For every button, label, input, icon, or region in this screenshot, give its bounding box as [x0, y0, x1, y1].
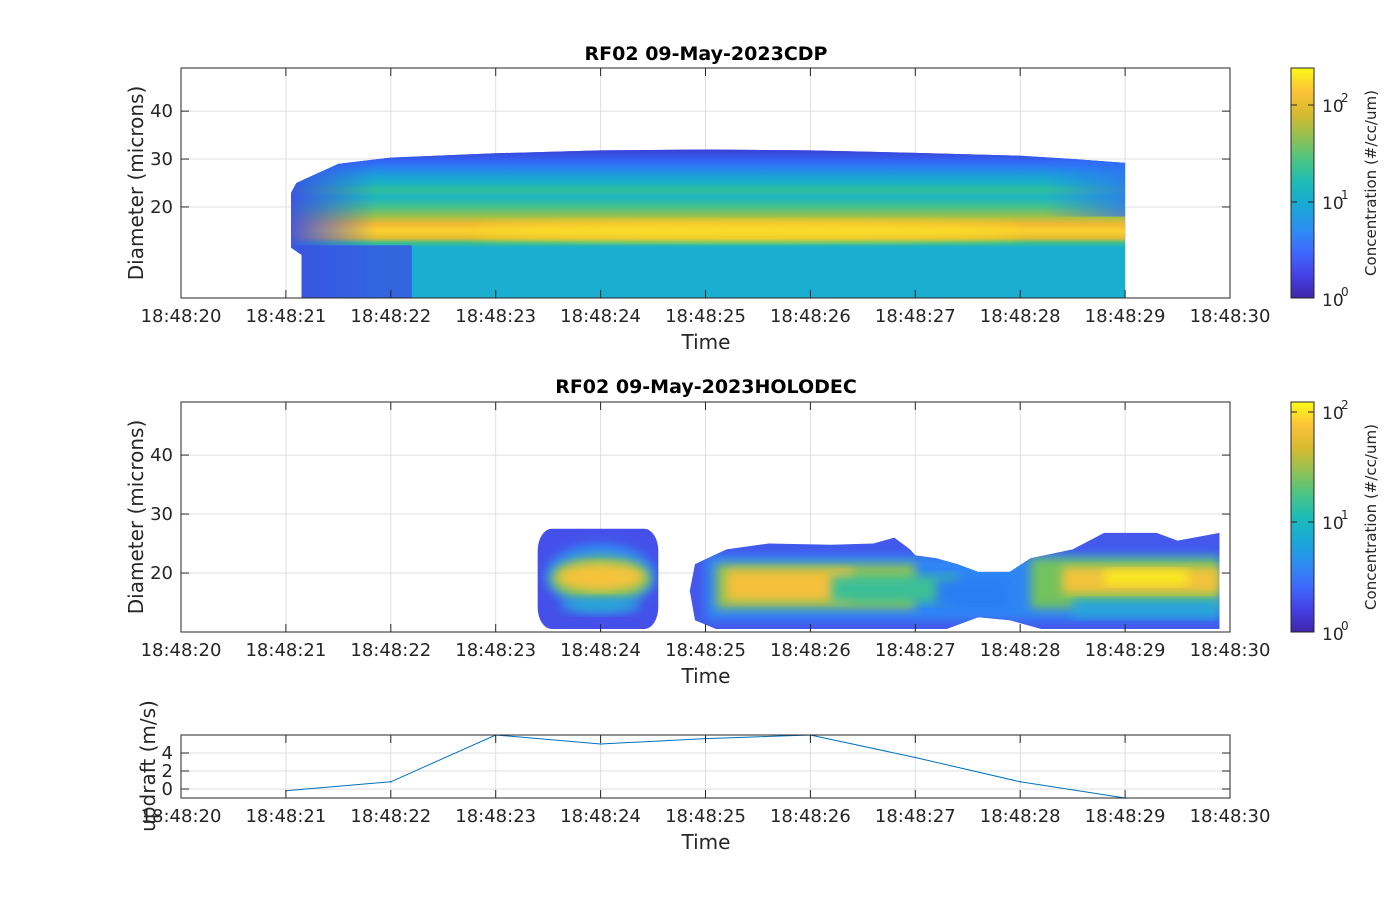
cdp-colorbar-tick-1e0: 100 — [1322, 285, 1349, 311]
x-tick-label: 18:48:20 — [141, 306, 222, 327]
holodec-x-axis-label: Time — [681, 664, 731, 688]
cdp-colorbar: 100 101 102 Concentration (#/cc/um) — [1290, 67, 1380, 311]
updraft-y-ticks: 024 — [162, 743, 1230, 800]
x-tick-label: 18:48:29 — [1085, 306, 1166, 327]
x-tick-label: 18:48:26 — [770, 306, 851, 327]
x-tick-label: 18:48:21 — [245, 306, 326, 327]
cdp-y-ticks: 20 30 40 — [150, 101, 1230, 218]
x-tick-label: 18:48:24 — [560, 640, 641, 661]
svg-text:2: 2 — [1341, 91, 1349, 105]
x-tick-label: 18:48:29 — [1085, 806, 1166, 827]
x-tick-label: 18:48:30 — [1190, 640, 1271, 661]
updraft-point — [390, 781, 392, 783]
holodec-colorbar-tick-1e1: 101 — [1322, 508, 1349, 534]
x-tick-label: 18:48:23 — [455, 306, 536, 327]
x-tick-label: 18:48:25 — [665, 306, 746, 327]
svg-text:10: 10 — [1322, 97, 1344, 117]
cdp-heatmap — [291, 149, 1126, 298]
holodec-colorbar-bar — [1290, 401, 1315, 633]
x-tick-label: 18:48:21 — [245, 640, 326, 661]
holodec-panel: RF02 09-May-2023HOLODEC 18:48:20 18:48:21… — [124, 376, 1380, 688]
x-tick-label: 18:48:27 — [875, 806, 956, 827]
x-tick-label: 18:48:28 — [980, 306, 1061, 327]
holodec-region-2 — [689, 532, 1220, 630]
x-tick-label: 18:48:27 — [875, 640, 956, 661]
cdp-colorbar-tick-1e2: 102 — [1322, 91, 1349, 117]
svg-text:10: 10 — [1322, 194, 1344, 214]
svg-text:0: 0 — [1341, 285, 1349, 299]
cdp-colorbar-label: Concentration (#/cc/um) — [1362, 90, 1380, 276]
x-tick-label: 18:48:23 — [455, 806, 536, 827]
holodec-colorbar: 100 101 102 Concentration (#/cc/um) — [1290, 398, 1380, 645]
svg-text:10: 10 — [1322, 625, 1344, 645]
x-tick-label: 18:48:26 — [770, 640, 851, 661]
x-tick-label: 18:48:30 — [1190, 306, 1271, 327]
x-tick-label: 18:48:24 — [560, 306, 641, 327]
x-tick-label: 18:48:22 — [350, 306, 431, 327]
cdp-y-axis-label: Diameter (microns) — [124, 86, 148, 280]
x-tick-label: 18:48:29 — [1085, 640, 1166, 661]
x-tick-label: 18:48:24 — [560, 806, 641, 827]
holodec-colorbar-label: Concentration (#/cc/um) — [1362, 424, 1380, 610]
updraft-point — [599, 743, 602, 745]
x-tick-label: 18:48:30 — [1190, 806, 1271, 827]
svg-text:10: 10 — [1322, 291, 1344, 311]
y-tick-label: 20 — [150, 197, 173, 218]
y-tick-label: 4 — [162, 743, 173, 764]
cdp-x-axis-label: Time — [681, 330, 731, 354]
svg-text:10: 10 — [1322, 404, 1344, 424]
svg-text:1: 1 — [1341, 188, 1349, 202]
holodec-y-axis-label: Diameter (microns) — [124, 420, 148, 614]
x-tick-label: 18:48:28 — [980, 806, 1061, 827]
y-tick-label: 40 — [150, 101, 173, 122]
x-tick-label: 18:48:23 — [455, 640, 536, 661]
y-tick-label: 0 — [162, 779, 173, 800]
updraft-x-axis-label: Time — [681, 830, 731, 854]
x-tick-label: 18:48:22 — [350, 640, 431, 661]
svg-text:10: 10 — [1322, 514, 1344, 534]
x-tick-label: 18:48:21 — [245, 806, 326, 827]
x-tick-label: 18:48:22 — [350, 806, 431, 827]
updraft-y-axis-label: updraft (m/s) — [136, 700, 160, 832]
y-tick-label: 20 — [150, 563, 173, 584]
svg-text:2: 2 — [1341, 398, 1349, 412]
x-tick-label: 18:48:25 — [665, 640, 746, 661]
holodec-heatmap — [537, 528, 1220, 630]
holodec-x-ticks: 18:48:20 18:48:21 18:48:22 18:48:23 18:48:24… — [141, 402, 1271, 661]
y-tick-label: 30 — [150, 504, 173, 525]
updraft-x-ticks: 18:48:20 18:48:21 18:48:22 18:48:23 18:48:24… — [141, 735, 1271, 827]
updraft-point — [1019, 781, 1021, 783]
holodec-y-ticks: 20 30 40 — [150, 445, 1230, 584]
svg-text:0: 0 — [1341, 619, 1349, 633]
y-tick-label: 40 — [150, 445, 173, 466]
updraft-point — [914, 756, 917, 759]
x-tick-label: 18:48:28 — [980, 640, 1061, 661]
holodec-colorbar-tick-1e0: 100 — [1322, 619, 1349, 645]
x-tick-label: 18:48:25 — [665, 806, 746, 827]
cdp-colorbar-tick-1e1: 101 — [1322, 188, 1349, 214]
holodec-chart-title: RF02 09-May-2023HOLODEC — [555, 376, 857, 398]
holodec-colorbar-tick-1e2: 102 — [1322, 398, 1349, 424]
y-tick-label: 2 — [162, 761, 173, 782]
cdp-panel: RF02 09-May-2023CDP 18:48:20 18:48:21 18:4… — [124, 43, 1380, 354]
cdp-colorbar-bar — [1290, 67, 1315, 299]
x-tick-label: 18:48:20 — [141, 640, 222, 661]
x-tick-label: 18:48:27 — [875, 306, 956, 327]
cdp-x-ticks: 18:48:20 18:48:21 18:48:22 18:48:23 18:48:24… — [141, 68, 1271, 327]
updraft-panel: 18:48:20 18:48:21 18:48:22 18:48:23 18:48:24… — [136, 700, 1270, 854]
holodec-region-1 — [537, 528, 659, 630]
cdp-chart-title: RF02 09-May-2023CDP — [585, 43, 828, 65]
svg-text:1: 1 — [1341, 508, 1349, 522]
x-tick-label: 18:48:20 — [141, 806, 222, 827]
cdp-peak-region — [474, 221, 1021, 241]
x-tick-label: 18:48:26 — [770, 806, 851, 827]
y-tick-label: 30 — [150, 149, 173, 170]
